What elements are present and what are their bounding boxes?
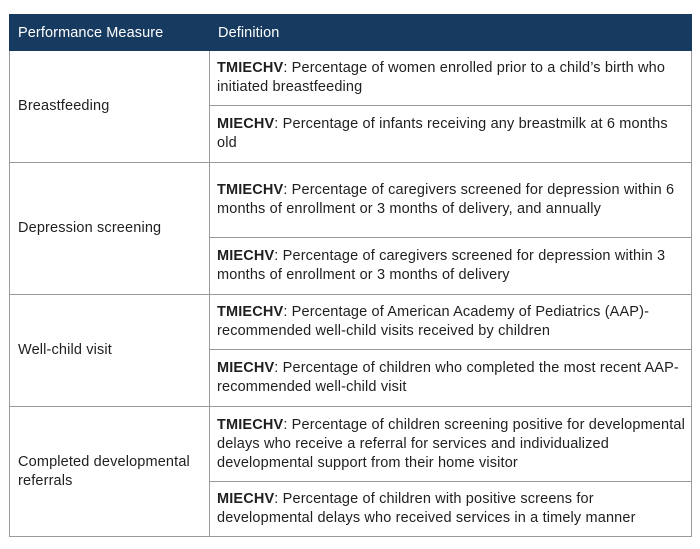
column-header-definition: Definition [209,14,692,51]
definition-cell: TMIECHV: Percentage of women enrolled pr… [209,50,692,106]
column-header-measure: Performance Measure [9,14,210,51]
table-row: Well-child visit TMIECHV: Percentage of … [9,294,692,407]
measure-name: Depression screening [9,162,210,295]
definition-cell: TMIECHV: Percentage of caregivers screen… [209,162,692,238]
performance-measures-table: Performance Measure Definition Breastfee… [9,14,692,537]
program-label: TMIECHV [217,304,284,320]
definition-text: : Percentage of caregivers screened for … [217,182,675,217]
table-row: Completed developmental referrals TMIECH… [9,406,692,537]
definition-cell: MIECHV: Percentage of children who compl… [209,349,692,407]
definition-cell: MIECHV: Percentage of children with posi… [209,481,692,537]
definition-text: : Percentage of children with positive s… [217,491,636,526]
definition-cell: TMIECHV: Percentage of American Academy … [209,294,692,350]
program-label: MIECHV [217,116,275,132]
program-label: TMIECHV [217,416,284,433]
table-row: Breastfeeding TMIECHV: Percentage of wom… [9,50,692,163]
measure-name: Breastfeeding [9,50,210,163]
definition-cell: TMIECHV: Percentage of children screenin… [209,406,692,482]
program-label: TMIECHV [217,182,284,198]
definition-text: : Percentage of caregivers screened for … [217,248,666,283]
definition-text: : Percentage of children who completed t… [217,360,679,395]
program-label: MIECHV [217,360,275,376]
measure-name: Well-child visit [9,294,210,407]
table-row: Depression screening TMIECHV: Percentage… [9,162,692,295]
definition-text: : Percentage of infants receiving any br… [217,116,668,151]
program-label: MIECHV [217,491,275,507]
definition-cell: MIECHV: Percentage of infants receiving … [209,105,692,163]
table-row: MIECHV: Percentage of children with posi… [10,481,692,537]
table-row: MIECHV: Percentage of infants receiving … [10,105,692,163]
definition-cell: MIECHV: Percentage of caregivers screene… [209,237,692,295]
program-label: MIECHV [217,248,275,264]
program-label: TMIECHV [217,60,284,76]
measure-name: Completed developmental referrals [9,406,210,537]
definition-text: : Percentage of American Academy of Pedi… [217,304,650,339]
definition-text: : Percentage of children screening posit… [217,416,685,471]
table-header-row: Performance Measure Definition [9,14,692,51]
definition-text: : Percentage of women enrolled prior to … [217,60,666,95]
